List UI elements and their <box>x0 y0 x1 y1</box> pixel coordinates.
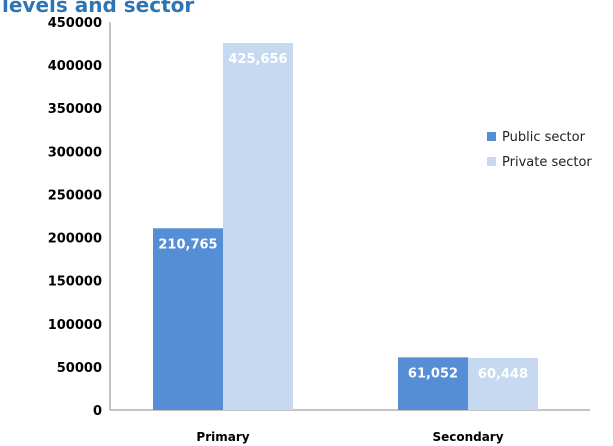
y-tick-label: 250000 <box>48 188 102 203</box>
y-tick-label: 450000 <box>48 16 102 31</box>
bar <box>153 228 223 410</box>
y-tick-label: 400000 <box>48 59 102 74</box>
data-label: 61,052 <box>408 366 458 381</box>
y-tick-label: 300000 <box>48 145 102 160</box>
y-tick-label: 350000 <box>48 102 102 117</box>
x-tick-label: Primary <box>196 430 249 444</box>
x-tick-label: Secondary <box>432 430 503 444</box>
bar <box>223 42 293 411</box>
legend-swatch <box>487 132 496 141</box>
y-tick-label: 50000 <box>57 361 102 376</box>
legend-label: Public sector <box>502 130 586 145</box>
data-label: 210,765 <box>158 237 217 252</box>
data-label: 425,656 <box>228 52 287 67</box>
y-tick-label: 150000 <box>48 275 102 290</box>
legend-swatch <box>487 157 496 166</box>
chart-title: levels and sector <box>2 0 194 17</box>
legend-label: Private sector <box>502 155 592 170</box>
y-tick-label: 200000 <box>48 232 102 247</box>
bar <box>398 357 468 410</box>
y-tick-label: 0 <box>93 404 102 419</box>
bar <box>468 357 538 410</box>
y-tick-label: 100000 <box>48 318 102 333</box>
data-label: 60,448 <box>478 367 528 382</box>
